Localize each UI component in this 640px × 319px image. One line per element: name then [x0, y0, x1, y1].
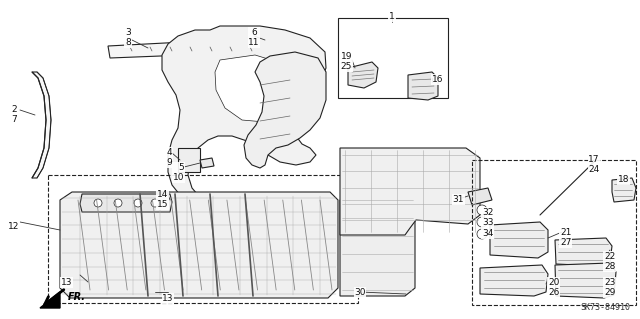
Text: 17
24: 17 24: [588, 155, 600, 174]
Polygon shape: [80, 194, 172, 212]
Bar: [48, 175, 358, 303]
Polygon shape: [244, 52, 326, 168]
Polygon shape: [108, 38, 272, 58]
Circle shape: [114, 199, 122, 207]
Text: 5
10: 5 10: [173, 163, 184, 182]
Text: 2
7: 2 7: [11, 105, 17, 124]
Text: 18: 18: [618, 175, 630, 184]
Polygon shape: [555, 238, 612, 266]
Polygon shape: [555, 263, 616, 298]
Polygon shape: [468, 188, 492, 205]
Polygon shape: [408, 72, 438, 100]
Polygon shape: [612, 178, 636, 202]
Text: 13: 13: [163, 294, 173, 303]
Polygon shape: [60, 192, 338, 298]
Text: 19
25: 19 25: [340, 52, 352, 71]
Text: FR.: FR.: [68, 292, 86, 302]
Circle shape: [477, 205, 487, 215]
Text: 1: 1: [389, 12, 395, 21]
Text: 6
11: 6 11: [248, 28, 260, 48]
Polygon shape: [340, 148, 480, 235]
Circle shape: [477, 229, 487, 239]
Circle shape: [94, 199, 102, 207]
Polygon shape: [32, 72, 51, 178]
Text: 32
33
34: 32 33 34: [482, 208, 493, 238]
Text: 3
8: 3 8: [125, 28, 131, 48]
Text: 30: 30: [355, 288, 365, 297]
Text: 21
27: 21 27: [560, 228, 572, 248]
Text: 14
15: 14 15: [157, 190, 168, 209]
Polygon shape: [200, 158, 214, 168]
Text: 4
9: 4 9: [166, 148, 172, 167]
Text: 13: 13: [61, 278, 72, 287]
Text: 12: 12: [8, 222, 20, 231]
Text: 23
29: 23 29: [604, 278, 616, 297]
Polygon shape: [162, 26, 326, 200]
Bar: [472, 160, 636, 305]
Polygon shape: [178, 148, 200, 172]
Text: 16: 16: [432, 75, 444, 84]
Polygon shape: [215, 55, 292, 122]
Circle shape: [151, 199, 159, 207]
Circle shape: [134, 199, 142, 207]
Polygon shape: [490, 222, 548, 258]
Polygon shape: [480, 265, 548, 296]
Bar: [338, 18, 448, 98]
Polygon shape: [340, 192, 415, 296]
Text: 20
26: 20 26: [548, 278, 559, 297]
Polygon shape: [348, 62, 378, 88]
Polygon shape: [40, 292, 60, 308]
Text: 31: 31: [452, 195, 464, 204]
Text: 22
28: 22 28: [604, 252, 616, 271]
Circle shape: [477, 217, 487, 227]
Text: SK73-84910: SK73-84910: [580, 303, 630, 312]
